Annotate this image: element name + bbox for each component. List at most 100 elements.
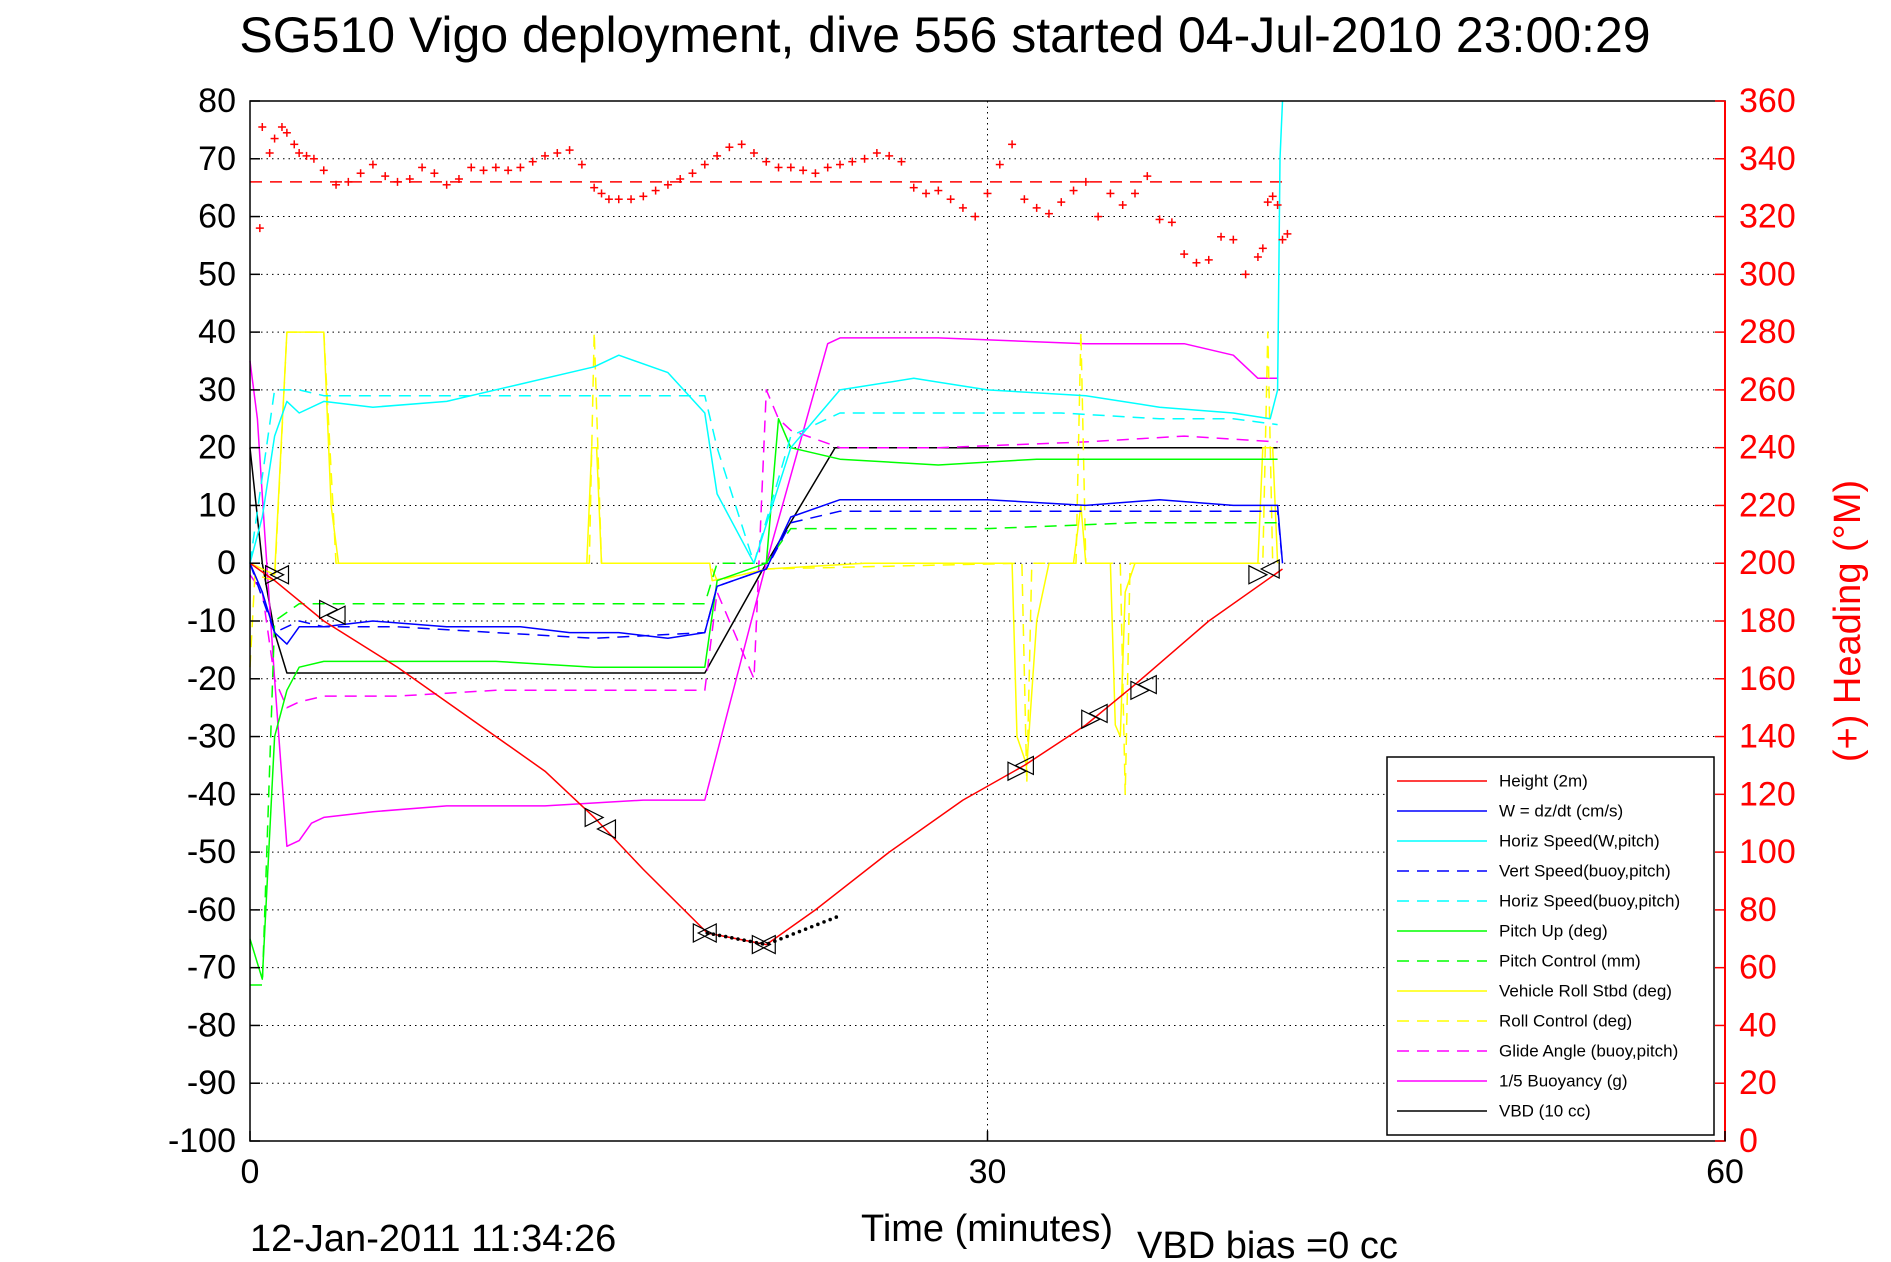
heading-point: [639, 192, 648, 201]
heading-point: [897, 157, 906, 166]
heading-point: [1143, 172, 1152, 181]
heading-point: [1192, 258, 1201, 267]
heading-point: [676, 175, 685, 183]
heading-point: [258, 123, 267, 131]
series-line: [249, 389, 1278, 564]
heading-point: [836, 160, 844, 169]
heading-point: [922, 189, 931, 198]
heading-point: [1020, 195, 1029, 204]
y-tick-label: -90: [187, 1064, 236, 1102]
legend-label: Horiz Speed(W,pitch): [1499, 832, 1660, 851]
y-tick-label: 50: [198, 255, 236, 293]
heading-point: [479, 166, 488, 175]
y-tick-label: -100: [168, 1122, 236, 1160]
bottom-dot: [736, 937, 740, 941]
y-right-tick-label: 220: [1739, 486, 1796, 524]
heading-point: [663, 180, 672, 189]
y-tick-label: 20: [198, 429, 236, 467]
heading-point: [504, 166, 513, 175]
y-right-tick-label: 40: [1739, 1006, 1777, 1044]
x-tick-label: 30: [969, 1153, 1007, 1191]
heading-point: [1283, 229, 1292, 238]
y-tick-label: -20: [187, 660, 236, 698]
heading-point: [277, 123, 286, 131]
heading-point: [749, 149, 758, 157]
y-right-tick-label: 80: [1739, 891, 1777, 929]
legend-label: Vert Speed(buoy,pitch): [1499, 862, 1671, 881]
heading-point: [290, 140, 299, 149]
legend-label: Pitch Up (deg): [1499, 922, 1608, 941]
heading-point: [1057, 198, 1066, 207]
heading-point: [381, 172, 390, 181]
heading-point: [270, 134, 279, 143]
y-right-tick-label: 240: [1739, 429, 1796, 467]
bottom-dot: [797, 929, 802, 934]
heading-point: [1241, 270, 1250, 279]
bottom-dot: [717, 933, 722, 938]
bottom-dot: [803, 927, 808, 931]
heading-point: [604, 195, 613, 204]
y-tick-label: 70: [198, 140, 236, 178]
y-right-tick-label: 340: [1739, 140, 1796, 178]
heading-point: [848, 157, 857, 166]
y-right-tick-label: 360: [1739, 82, 1796, 120]
heading-point: [1155, 215, 1164, 224]
y-tick-label: -80: [187, 1006, 236, 1044]
footer-date: 12-Jan-2011 11:34:26: [250, 1218, 616, 1260]
y-right-tick-label: 140: [1739, 718, 1796, 756]
heading-point: [295, 149, 304, 157]
y-right-tick-label: 0: [1739, 1122, 1758, 1160]
heading-point: [577, 160, 586, 169]
legend-label: Horiz Speed(buoy,pitch): [1499, 892, 1680, 911]
legend-label: Roll Control (deg): [1499, 1012, 1632, 1031]
heading-point: [430, 169, 439, 178]
x-axis-label: Time (minutes): [861, 1208, 1113, 1250]
y-right-tick-label: 200: [1739, 544, 1796, 582]
heading-point: [799, 166, 808, 175]
heading-point: [934, 186, 943, 195]
y-right-tick-label: 100: [1739, 833, 1796, 871]
heading-point: [1268, 192, 1277, 201]
heading-point: [553, 149, 562, 157]
bottom-dot: [791, 932, 796, 936]
bottom-dot: [754, 940, 759, 945]
heading-point: [725, 143, 734, 152]
y-tick-label: 80: [198, 82, 236, 120]
y-tick-label: -10: [187, 602, 236, 640]
heading-point: [614, 195, 623, 204]
heading-point: [405, 175, 414, 183]
axis-ticks: 80706050403020100-10-20-30-40-50-60-70-8…: [168, 82, 1796, 1191]
legend-label: Pitch Control (mm): [1499, 952, 1641, 971]
bottom-dot: [723, 934, 728, 939]
legend-label: Vehicle Roll Stbd (deg): [1499, 982, 1672, 1001]
y-right-tick-label: 20: [1739, 1064, 1777, 1102]
series-line: [249, 446, 1278, 674]
y-tick-label: -50: [187, 833, 236, 871]
legend-box: [1386, 756, 1715, 1136]
bottom-dot: [822, 920, 826, 924]
x-tick-label: 0: [241, 1153, 260, 1191]
heading-point: [1180, 250, 1189, 259]
heading-point: [885, 151, 894, 160]
bottom-dot: [742, 938, 746, 943]
y-tick-label: 10: [198, 486, 236, 524]
y-right-tick-label: 300: [1739, 255, 1796, 293]
heading-point: [995, 160, 1004, 169]
series-line: [249, 389, 1278, 709]
turn-marker-left: [696, 923, 717, 943]
heading-point: [1273, 201, 1282, 209]
y-axis-right-label: (+) Heading (°M): [1827, 480, 1869, 762]
chart-title: SG510 Vigo deployment, dive 556 started …: [239, 7, 1650, 63]
turn-marker-right: [692, 923, 713, 943]
legend-label: VBD (10 cc): [1499, 1102, 1591, 1121]
heading-point: [737, 140, 746, 149]
heading-point: [946, 195, 955, 204]
heading-point: [1229, 235, 1238, 244]
heading-point: [309, 154, 318, 163]
turn-marker-right: [264, 564, 285, 585]
heading-point: [1094, 212, 1103, 221]
legend-label: Glide Angle (buoy,pitch): [1499, 1042, 1678, 1061]
heading-point: [454, 175, 463, 183]
footer-vbd-bias: VBD bias =0 cc: [1137, 1225, 1398, 1262]
